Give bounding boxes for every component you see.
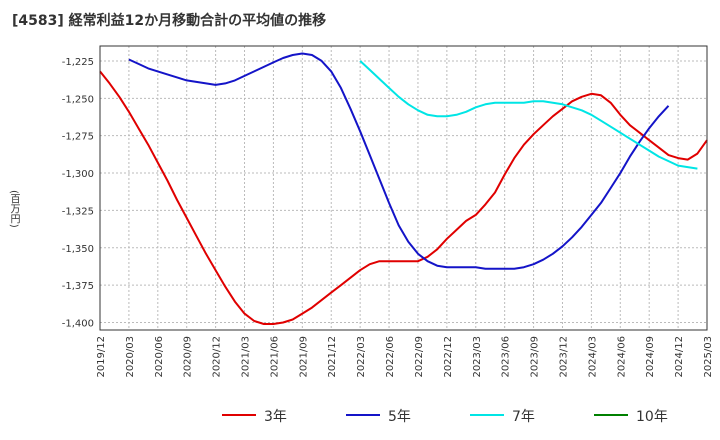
x-tick-label: 2025/03 xyxy=(703,336,714,378)
legend-swatch xyxy=(222,414,256,416)
series-line-3年 xyxy=(99,70,708,325)
x-tick-label: 2024/09 xyxy=(645,336,656,378)
x-tick-label: 2020/06 xyxy=(154,336,165,378)
grid-lines xyxy=(99,46,708,330)
x-tick-label: 2023/06 xyxy=(501,336,512,378)
x-tick-label: 2023/09 xyxy=(530,336,541,378)
x-tick-labels: 2019/12 2020/03 2020/06 2020/09 2020/12 2021/… xyxy=(96,336,714,378)
x-tick-label: 2022/12 xyxy=(443,336,454,378)
x-tick-label: 2022/09 xyxy=(414,336,425,378)
y-tick-label: -1,325 xyxy=(62,206,94,217)
legend-swatch xyxy=(594,414,628,416)
y-tick-label: -1,350 xyxy=(62,244,94,255)
x-tick-label: 2020/03 xyxy=(125,336,136,378)
legend-label: 3年 xyxy=(264,409,287,425)
legend-label: 5年 xyxy=(388,409,411,425)
legend: 3年 5年 7年 10年 xyxy=(0,404,720,426)
plot-frame xyxy=(99,45,708,331)
series-line-7年 xyxy=(359,60,698,170)
legend-swatch xyxy=(346,414,380,416)
legend-label: 7年 xyxy=(512,409,535,425)
x-tick-label: 2024/06 xyxy=(616,336,627,378)
x-tick-label: 2021/12 xyxy=(327,336,338,378)
x-tick-label: 2022/06 xyxy=(385,336,396,378)
legend-label: 10年 xyxy=(636,409,668,425)
legend-swatch xyxy=(470,414,504,416)
y-tick-label: -1,250 xyxy=(62,94,94,105)
series-line-5年 xyxy=(128,52,670,270)
y-axis-label: (百万円) xyxy=(8,190,19,228)
x-tick-label: 2020/09 xyxy=(183,336,194,378)
x-tick-label: 2022/03 xyxy=(356,336,367,378)
x-tick-label: 2021/06 xyxy=(269,336,280,378)
chart-title: [4583] 経常利益12か月移動合計の平均値の推移 xyxy=(12,13,327,29)
x-tick-label: 2024/03 xyxy=(587,336,598,378)
x-tick-label: 2021/09 xyxy=(298,336,309,378)
series-lines xyxy=(99,52,708,325)
x-tick-label: 2023/12 xyxy=(558,336,569,378)
x-tick-label: 2023/03 xyxy=(472,336,483,378)
y-tick-label: -1,300 xyxy=(62,169,94,180)
y-tick-labels: -1,225 -1,250 -1,275 -1,300 -1,325 -1,350 -1,3… xyxy=(62,57,94,330)
y-tick-label: -1,375 xyxy=(62,281,94,292)
y-tick-label: -1,225 xyxy=(62,57,94,68)
x-tick-label: 2021/03 xyxy=(241,336,252,378)
x-tick-label: 2019/12 xyxy=(96,336,107,378)
x-tick-label: 2024/12 xyxy=(674,336,685,378)
y-tick-label: -1,275 xyxy=(62,132,94,143)
y-tick-label: -1,400 xyxy=(62,319,94,330)
x-tick-label: 2020/12 xyxy=(212,336,223,378)
